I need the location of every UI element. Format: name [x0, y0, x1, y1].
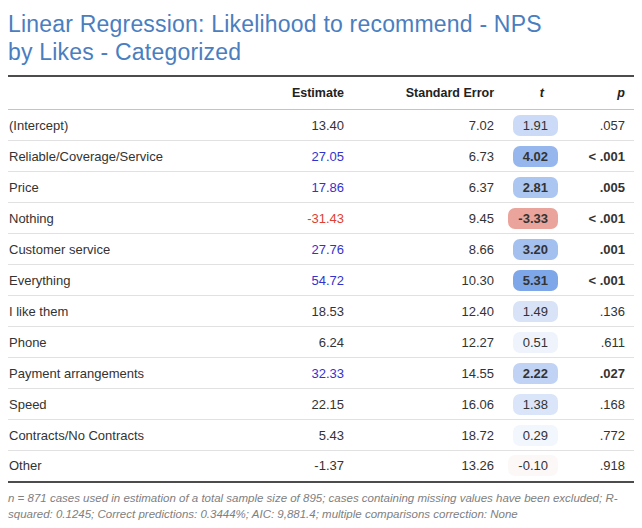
regression-table: Estimate Standard Error t p (Intercept) … — [8, 77, 634, 483]
t-value-cell: 0.29 — [494, 420, 566, 451]
t-value-cell: 1.91 — [494, 110, 566, 141]
row-label: (Intercept) — [8, 110, 239, 141]
table-row: Customer service 27.76 8.66 3.20 .001 — [8, 234, 634, 265]
t-value-pill: 0.29 — [513, 425, 558, 446]
p-value: .005 — [566, 172, 634, 203]
table-header: Estimate Standard Error t p — [8, 77, 634, 110]
estimate-value: 6.24 — [239, 327, 344, 358]
row-label: Payment arrangements — [8, 358, 239, 389]
regression-output: Linear Regression: Likelihood to recomme… — [0, 0, 642, 522]
page-title-line1: Linear Regression: Likelihood to recomme… — [8, 11, 542, 37]
t-value-cell: -0.10 — [494, 451, 566, 482]
table-row: Other -1.37 13.26 -0.10 .918 — [8, 451, 634, 482]
row-label: Phone — [8, 327, 239, 358]
row-label: I like them — [8, 296, 239, 327]
estimate-value: 27.76 — [239, 234, 344, 265]
t-value-pill: 5.31 — [513, 270, 558, 291]
row-label: Everything — [8, 265, 239, 296]
p-value: .611 — [566, 327, 634, 358]
standard-error-value: 10.30 — [344, 265, 494, 296]
estimate-value: 54.72 — [239, 265, 344, 296]
page-title: Linear Regression: Likelihood to recomme… — [8, 10, 634, 66]
table-row: Price 17.86 6.37 2.81 .005 — [8, 172, 634, 203]
t-value-cell: 5.31 — [494, 265, 566, 296]
table-row: Contracts/No Contracts 5.43 18.72 0.29 .… — [8, 420, 634, 451]
row-label: Reliable/Coverage/Service — [8, 141, 239, 172]
table-row: Payment arrangements 32.33 14.55 2.22 .0… — [8, 358, 634, 389]
t-value-pill: 1.49 — [513, 301, 558, 322]
p-value: .057 — [566, 110, 634, 141]
t-value-cell: 3.20 — [494, 234, 566, 265]
t-value-pill: -3.33 — [508, 208, 558, 229]
col-header-p: p — [566, 77, 634, 110]
t-value-pill: -0.10 — [508, 455, 558, 476]
p-value: < .001 — [566, 141, 634, 172]
col-header-t: t — [494, 77, 566, 110]
t-value-cell: 2.81 — [494, 172, 566, 203]
standard-error-value: 12.27 — [344, 327, 494, 358]
estimate-value: 5.43 — [239, 420, 344, 451]
t-value-cell: -3.33 — [494, 203, 566, 234]
header-row: Estimate Standard Error t p — [8, 77, 634, 110]
col-header-standard-error: Standard Error — [344, 77, 494, 110]
t-value-cell: 1.49 — [494, 296, 566, 327]
table-row: Phone 6.24 12.27 0.51 .611 — [8, 327, 634, 358]
row-label: Speed — [8, 389, 239, 420]
t-value-pill: 0.51 — [513, 332, 558, 353]
estimate-value: -1.37 — [239, 451, 344, 482]
estimate-value: 27.05 — [239, 141, 344, 172]
t-value-cell: 4.02 — [494, 141, 566, 172]
t-value-cell: 1.38 — [494, 389, 566, 420]
t-value-pill: 2.81 — [513, 177, 558, 198]
row-label: Price — [8, 172, 239, 203]
estimate-value: 18.53 — [239, 296, 344, 327]
t-value-cell: 0.51 — [494, 327, 566, 358]
title-block: Linear Regression: Likelihood to recomme… — [8, 2, 634, 77]
col-header-estimate: Estimate — [239, 77, 344, 110]
standard-error-value: 13.26 — [344, 451, 494, 482]
p-value: .918 — [566, 451, 634, 482]
standard-error-value: 7.02 — [344, 110, 494, 141]
standard-error-value: 8.66 — [344, 234, 494, 265]
t-value-pill: 4.02 — [513, 146, 558, 167]
standard-error-value: 12.40 — [344, 296, 494, 327]
p-value: .168 — [566, 389, 634, 420]
table-row: (Intercept) 13.40 7.02 1.91 .057 — [8, 110, 634, 141]
standard-error-value: 6.37 — [344, 172, 494, 203]
estimate-value: 22.15 — [239, 389, 344, 420]
standard-error-value: 14.55 — [344, 358, 494, 389]
p-value: < .001 — [566, 265, 634, 296]
table-row: Nothing -31.43 9.45 -3.33 < .001 — [8, 203, 634, 234]
table-footnote: n = 871 cases used in estimation of a to… — [8, 490, 634, 522]
estimate-value: 13.40 — [239, 110, 344, 141]
table-row: Everything 54.72 10.30 5.31 < .001 — [8, 265, 634, 296]
t-value-pill: 2.22 — [513, 363, 558, 384]
row-label: Nothing — [8, 203, 239, 234]
table-row: Reliable/Coverage/Service 27.05 6.73 4.0… — [8, 141, 634, 172]
estimate-value: 32.33 — [239, 358, 344, 389]
standard-error-value: 6.73 — [344, 141, 494, 172]
row-label: Other — [8, 451, 239, 482]
estimate-value: -31.43 — [239, 203, 344, 234]
p-value: < .001 — [566, 203, 634, 234]
t-value-pill: 1.38 — [513, 394, 558, 415]
table-row: I like them 18.53 12.40 1.49 .136 — [8, 296, 634, 327]
p-value: .027 — [566, 358, 634, 389]
t-value-pill: 1.91 — [513, 115, 558, 136]
standard-error-value: 18.72 — [344, 420, 494, 451]
standard-error-value: 9.45 — [344, 203, 494, 234]
row-label: Contracts/No Contracts — [8, 420, 239, 451]
row-label: Customer service — [8, 234, 239, 265]
page-title-line2: by Likes - Categorized — [8, 39, 241, 65]
col-header-term — [8, 77, 239, 110]
p-value: .136 — [566, 296, 634, 327]
estimate-value: 17.86 — [239, 172, 344, 203]
p-value: .772 — [566, 420, 634, 451]
table-row: Speed 22.15 16.06 1.38 .168 — [8, 389, 634, 420]
t-value-cell: 2.22 — [494, 358, 566, 389]
table-body: (Intercept) 13.40 7.02 1.91 .057 Reliabl… — [8, 110, 634, 482]
t-value-pill: 3.20 — [513, 239, 558, 260]
standard-error-value: 16.06 — [344, 389, 494, 420]
p-value: .001 — [566, 234, 634, 265]
